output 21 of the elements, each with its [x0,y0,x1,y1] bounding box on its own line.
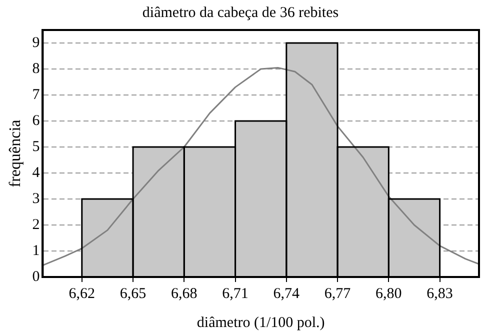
y-tick-label: 0 [32,268,40,285]
y-tick-label: 2 [32,216,40,233]
x-tick-label: 6,77 [324,286,352,302]
y-tick-label: 1 [32,242,40,259]
y-tick-label: 7 [32,86,40,103]
x-axis-title: diâmetro (1/100 pol.) [196,314,325,331]
x-tick-label: 6,62 [68,286,96,302]
y-tick-label: 9 [32,34,40,51]
y-tick-label: 4 [32,164,40,181]
y-tick-label: 3 [32,190,40,207]
y-tick-label: 5 [32,138,40,155]
y-tick-label: 8 [32,60,40,77]
y-axis-title: frequência [6,120,24,188]
x-tick-label: 6,74 [273,286,300,302]
x-tick-label: 6,80 [376,286,402,302]
x-tick-label: 6,68 [171,286,198,302]
x-tick-label: 6,65 [120,286,146,302]
chart-title: diâmetro da cabeça de 36 rebites [142,4,339,21]
x-tick-label: 6,71 [222,286,248,302]
y-tick-label: 6 [32,112,40,129]
x-tick-label: 6,83 [426,286,453,302]
